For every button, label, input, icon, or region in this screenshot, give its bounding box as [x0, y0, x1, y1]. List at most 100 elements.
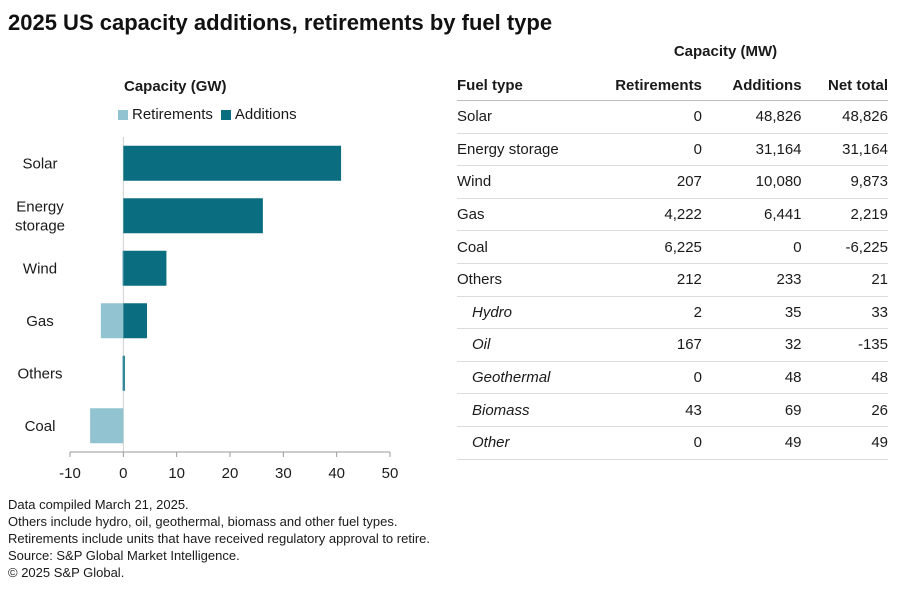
cell-net-total: 48: [801, 361, 888, 395]
cell-net-total: 21: [801, 263, 888, 297]
table-row: Coal 6,225 0 -6,225: [457, 230, 888, 264]
cell-net-total: 33: [801, 296, 888, 330]
cell-net-total: 26: [801, 393, 888, 427]
cell-additions: 49: [701, 426, 802, 460]
x-tick-label: 40: [328, 465, 345, 482]
table-group-header: Capacity (MW): [673, 43, 778, 60]
capacity-table: Fuel type Retirements Additions Net tota…: [457, 70, 888, 460]
legend-swatch-retirements: [118, 109, 128, 120]
table-row: Hydro 2 35 33: [457, 296, 888, 330]
footnote-copyright: © 2025 S&P Global.: [8, 565, 125, 580]
cell-additions: 0: [701, 230, 802, 264]
legend-item-retirements: Retirements: [118, 106, 213, 123]
cell-additions: 233: [701, 263, 802, 297]
cell-retirements: 0: [577, 426, 702, 460]
cell-fuel-type: Wind: [457, 165, 577, 199]
table-row: Gas 4,222 6,441 2,219: [457, 198, 888, 232]
table-row: Oil 167 32 -135: [457, 328, 888, 362]
bar-retirements: [90, 408, 124, 444]
cell-retirements: 43: [577, 393, 702, 427]
footnote-date: Data compiled March 21, 2025.: [8, 497, 189, 512]
bar-retirements: [100, 303, 124, 339]
table-row: Geothermal 0 48 48: [457, 361, 888, 395]
cell-retirements: 0: [577, 100, 702, 134]
table-row: Other 0 49 49: [457, 426, 888, 460]
cell-net-total: 31,164: [801, 133, 888, 167]
cell-fuel-type: Geothermal: [457, 361, 577, 395]
cell-retirements: 4,222: [577, 198, 702, 232]
cell-fuel-type: Others: [457, 263, 577, 297]
category-label: Wind: [23, 260, 57, 277]
cell-net-total: -135: [801, 328, 888, 362]
legend-label-additions: Additions: [234, 106, 297, 123]
legend-item-additions: Additions: [220, 106, 297, 123]
x-tick-label: -10: [59, 465, 81, 482]
cell-retirements: 212: [577, 263, 702, 297]
bar-additions: [123, 355, 125, 391]
cell-additions: 48: [701, 361, 802, 395]
footnote-retirements: Retirements include units that have rece…: [8, 531, 430, 546]
chart-title: Capacity (GW): [124, 78, 227, 95]
bar-additions: [123, 303, 148, 339]
chart-legend: Retirements Additions: [118, 106, 305, 123]
cell-net-total: -6,225: [801, 230, 888, 264]
cell-net-total: 49: [801, 426, 888, 460]
bar-retirements: [122, 355, 124, 391]
bar-additions: [123, 198, 263, 234]
column-header-net-total: Net total: [801, 70, 888, 101]
category-label: Coal: [25, 418, 56, 435]
table-header-row: Fuel type Retirements Additions Net tota…: [457, 70, 888, 101]
cell-fuel-type: Hydro: [457, 296, 577, 330]
cell-retirements: 6,225: [577, 230, 702, 264]
cell-additions: 31,164: [701, 133, 802, 167]
table-row: Solar 0 48,826 48,826: [457, 100, 888, 134]
column-header-fuel-type: Fuel type: [457, 70, 577, 101]
bar-additions: [123, 145, 342, 181]
cell-additions: 6,441: [701, 198, 802, 232]
bar-additions: [123, 250, 167, 286]
legend-label-retirements: Retirements: [132, 106, 213, 123]
page-title: 2025 US capacity additions, retirements …: [8, 10, 553, 35]
table-row: Others 212 233 21: [457, 263, 888, 297]
bar-retirements: [122, 250, 124, 286]
x-tick-label: 50: [382, 465, 399, 482]
table-row: Wind 207 10,080 9,873: [457, 165, 888, 199]
cell-fuel-type: Other: [457, 426, 577, 460]
cell-fuel-type: Oil: [457, 328, 577, 362]
cell-net-total: 2,219: [801, 198, 888, 232]
x-tick-label: 0: [119, 465, 127, 482]
cell-additions: 35: [701, 296, 802, 330]
cell-net-total: 9,873: [801, 165, 888, 199]
cell-net-total: 48,826: [801, 100, 888, 134]
bar-chart: -10 0 10 20 30 40 50 Solar Energy storage Wind Gas O…: [15, 137, 399, 482]
table-row: Energy storage 0 31,164 31,164: [457, 133, 888, 167]
cell-retirements: 0: [577, 133, 702, 167]
x-tick-label: 20: [222, 465, 239, 482]
cell-retirements: 2: [577, 296, 702, 330]
cell-additions: 69: [701, 393, 802, 427]
footnotes: Data compiled March 21, 2025. Others inc…: [8, 496, 430, 581]
footnote-others: Others include hydro, oil, geothermal, b…: [8, 514, 398, 529]
category-label: Energy storage: [15, 198, 65, 234]
category-label: Solar: [22, 155, 57, 172]
cell-additions: 10,080: [701, 165, 802, 199]
cell-fuel-type: Coal: [457, 230, 577, 264]
column-header-retirements: Retirements: [577, 70, 702, 101]
column-header-additions: Additions: [701, 70, 802, 101]
cell-retirements: 0: [577, 361, 702, 395]
cell-additions: 32: [701, 328, 802, 362]
cell-fuel-type: Solar: [457, 100, 577, 134]
cell-additions: 48,826: [701, 100, 802, 134]
cell-retirements: 167: [577, 328, 702, 362]
cell-fuel-type: Biomass: [457, 393, 577, 427]
legend-swatch-additions: [220, 109, 231, 120]
category-label: Others: [17, 365, 62, 382]
cell-fuel-type: Energy storage: [457, 133, 577, 167]
cell-retirements: 207: [577, 165, 702, 199]
category-label: Gas: [26, 313, 54, 330]
x-tick-label: 30: [275, 465, 292, 482]
table-row: Biomass 43 69 26: [457, 393, 888, 427]
footnote-source: Source: S&P Global Market Intelligence.: [8, 548, 240, 563]
x-tick-label: 10: [168, 465, 185, 482]
cell-fuel-type: Gas: [457, 198, 577, 232]
